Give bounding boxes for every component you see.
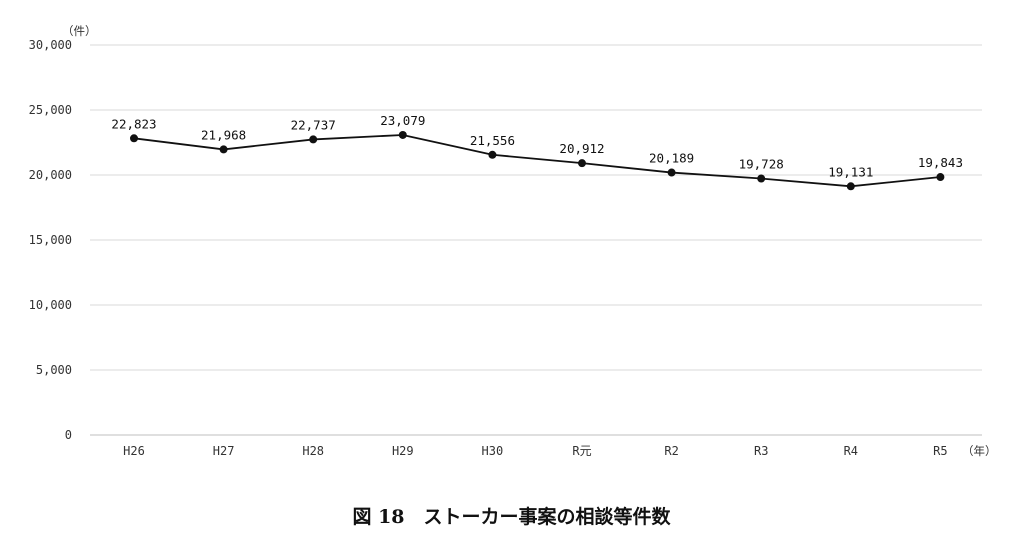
data-point	[398, 130, 407, 139]
data-label: 20,912	[559, 141, 604, 156]
figure-caption: 図 18 ストーカー事案の相談等件数	[0, 502, 1023, 529]
data-label: 23,079	[380, 113, 425, 128]
x-tick-label: H29	[392, 444, 414, 458]
y-tick-label: 5,000	[36, 363, 72, 377]
series-line	[130, 130, 945, 191]
data-label: 21,556	[470, 133, 515, 148]
data-label: 19,728	[739, 157, 784, 172]
data-point	[219, 145, 228, 154]
data-point	[667, 168, 676, 177]
y-tick-label: 25,000	[29, 103, 72, 117]
data-point	[846, 182, 855, 191]
x-tick-label: R5	[933, 444, 947, 458]
data-label: 20,189	[649, 151, 694, 166]
x-tick-label: R4	[844, 444, 858, 458]
y-tick-label: 0	[65, 428, 72, 442]
data-point	[578, 159, 586, 168]
y-tick-label: 10,000	[29, 298, 72, 312]
data-label: 22,737	[291, 117, 336, 132]
x-axis-unit: （年）	[962, 444, 997, 458]
y-tick-label: 15,000	[29, 233, 72, 247]
x-tick-label: R元	[572, 444, 591, 458]
y-tick-label: 20,000	[29, 168, 72, 182]
x-tick-label: H27	[213, 444, 235, 458]
data-point	[936, 173, 945, 182]
x-tick-label: R2	[664, 444, 678, 458]
x-axis-ticks: H26 H27 H28 H29 H30 R元 R2 R3 R4 R5	[123, 444, 947, 458]
y-axis-ticks: 0 5,000 10,000 15,000 20,000 25,000 30,000	[29, 38, 72, 442]
series-path	[133, 134, 941, 188]
figure-label: 図 18	[352, 506, 405, 528]
line-chart: 0 5,000 10,000 15,000 20,000 25,000 30,000 H26…	[29, 24, 997, 458]
y-axis-unit: （件）	[62, 24, 97, 38]
data-label: 19,131	[828, 164, 873, 179]
data-point	[488, 150, 497, 159]
figure-title: ストーカー事案の相談等件数	[423, 506, 671, 528]
x-tick-label: H26	[123, 444, 145, 458]
gridlines	[90, 44, 982, 436]
data-label: 19,843	[918, 155, 963, 170]
data-label: 22,823	[111, 116, 156, 131]
x-tick-label: R3	[754, 444, 768, 458]
x-tick-label: H28	[302, 444, 324, 458]
data-label: 21,968	[201, 127, 246, 142]
data-point	[309, 135, 318, 144]
data-point	[757, 174, 766, 183]
y-tick-label: 30,000	[29, 38, 72, 52]
data-labels: 22,823 21,968 22,737 23,079 21,556 20,912 20,1…	[111, 113, 963, 179]
x-tick-label: H30	[482, 444, 504, 458]
data-point	[130, 134, 138, 143]
